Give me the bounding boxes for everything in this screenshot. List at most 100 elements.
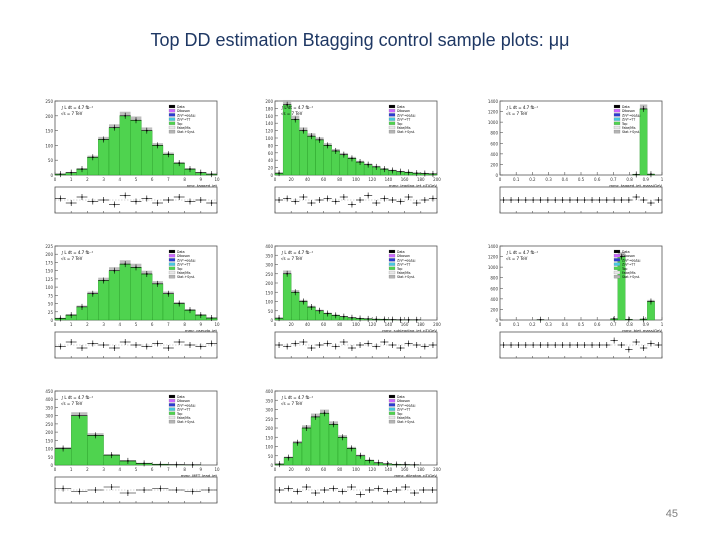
x-tick-label: 0.1 bbox=[513, 322, 520, 327]
legend-swatch bbox=[388, 415, 396, 420]
legend-swatch bbox=[388, 104, 396, 109]
data-point bbox=[627, 318, 630, 321]
legend-swatch bbox=[388, 109, 396, 113]
data-point bbox=[404, 463, 407, 466]
histogram-bar bbox=[162, 154, 174, 176]
atlas-label: ∫ L dt = 4.7 fb⁻¹ bbox=[281, 250, 314, 255]
legend-entry: Top bbox=[396, 267, 402, 271]
x-tick-label: 60 bbox=[321, 322, 327, 327]
legend-swatch bbox=[613, 254, 621, 258]
histogram-bar bbox=[130, 267, 142, 321]
ratio-point bbox=[159, 487, 162, 490]
x-tick-label: 8 bbox=[183, 322, 186, 327]
ratio-point bbox=[598, 344, 601, 346]
legend-entry: Top bbox=[176, 412, 182, 416]
x-tick-label: 6 bbox=[151, 322, 154, 327]
legend-entry: Z/γ*→ee/μμ bbox=[177, 113, 195, 117]
x-tick-label: 180 bbox=[417, 177, 425, 182]
legend-entry: Top bbox=[621, 122, 627, 126]
legend-entry: Data bbox=[622, 105, 630, 109]
data-point bbox=[539, 318, 542, 321]
legend-swatch bbox=[168, 415, 176, 420]
ratio-point bbox=[175, 489, 178, 491]
ratio-point bbox=[81, 347, 83, 349]
legend-swatch bbox=[613, 266, 621, 270]
x-tick-label: 200 bbox=[433, 322, 441, 327]
ratio-point bbox=[287, 487, 290, 490]
ratio-point bbox=[547, 199, 549, 201]
ratio-point bbox=[94, 489, 97, 491]
data-point bbox=[278, 317, 280, 320]
ratio-point bbox=[286, 197, 288, 200]
data-point bbox=[332, 423, 335, 426]
x-axis-label: mmc_bjet_mass/GeV bbox=[622, 328, 662, 333]
legend-entry: Z/γ*→ee/μμ bbox=[397, 258, 415, 262]
ratio-point bbox=[605, 199, 608, 201]
y-tick-label: 250 bbox=[265, 272, 273, 277]
x-tick-label: 0.4 bbox=[562, 177, 569, 182]
x-tick-label: 20 bbox=[289, 467, 295, 472]
x-tick-label: 0.9 bbox=[643, 177, 650, 182]
legend-swatch bbox=[388, 275, 396, 279]
y-tick-label: 50 bbox=[268, 309, 274, 314]
ratio-point bbox=[547, 344, 549, 346]
x-tick-label: 1 bbox=[70, 177, 73, 182]
y-tick-label: 150 bbox=[45, 269, 53, 274]
atlas-label: ∫ L dt = 4.7 fb⁻¹ bbox=[281, 395, 314, 400]
legend-entry: Top bbox=[176, 122, 182, 126]
histogram-bar bbox=[152, 145, 164, 176]
legend-entry: Fake/Mis bbox=[177, 271, 191, 275]
y-tick-label: 100 bbox=[265, 300, 273, 305]
legend-entry: Stat.+Syst. bbox=[622, 275, 640, 279]
ratio-point bbox=[657, 199, 660, 201]
histogram-bar bbox=[339, 154, 349, 176]
ratio-point bbox=[59, 197, 62, 200]
ratio-point bbox=[62, 487, 64, 490]
legend-entry: Data bbox=[177, 395, 185, 399]
data-point bbox=[367, 163, 370, 166]
ratio-point bbox=[124, 341, 126, 343]
ratio-point bbox=[350, 486, 353, 488]
data-point bbox=[415, 318, 418, 321]
atlas-label: √s = 7 TeV bbox=[506, 111, 528, 116]
atlas-label: √s = 7 TeV bbox=[281, 111, 303, 116]
y-tick-label: 25 bbox=[48, 310, 54, 315]
ratio-point bbox=[343, 196, 345, 198]
x-tick-label: 0.6 bbox=[594, 322, 601, 327]
data-point bbox=[159, 463, 162, 466]
data-point bbox=[351, 316, 353, 319]
x-tick-label: 100 bbox=[352, 467, 360, 472]
data-point bbox=[70, 171, 73, 174]
ratio-point bbox=[294, 200, 297, 203]
legend-entry: Diboson bbox=[177, 109, 190, 113]
legend-entry: Diboson bbox=[397, 399, 410, 403]
legend-entry: Diboson bbox=[622, 254, 635, 258]
ratio-point bbox=[404, 486, 407, 488]
legend-swatch bbox=[168, 258, 176, 262]
legend-swatch bbox=[168, 117, 176, 121]
data-point bbox=[318, 309, 321, 312]
y-tick-label: 50 bbox=[268, 454, 274, 459]
ratio-point bbox=[278, 344, 280, 346]
x-tick-label: 1 bbox=[661, 322, 664, 327]
histogram-bar bbox=[307, 136, 316, 176]
ratio-point bbox=[502, 199, 505, 201]
data-point bbox=[124, 114, 127, 117]
ratio-point bbox=[605, 344, 608, 346]
x-tick-label: 8 bbox=[183, 177, 186, 182]
y-tick-label: 400 bbox=[265, 244, 273, 249]
ratio-point bbox=[395, 489, 398, 491]
histogram-bar bbox=[98, 139, 110, 176]
data-point bbox=[413, 463, 416, 466]
ratio-point bbox=[431, 489, 434, 491]
y-tick-label: 300 bbox=[265, 408, 273, 413]
ratio-point bbox=[332, 487, 335, 490]
y-tick-label: 100 bbox=[45, 447, 53, 452]
data-point bbox=[110, 454, 113, 457]
atlas-label: √s = 7 TeV bbox=[506, 256, 528, 261]
plot-panel-2: 0 20 40 60 80 100 120 140 160 180 200 0 20 40 60 80 100 1… bbox=[265, 99, 441, 214]
x-tick-label: 0.7 bbox=[610, 177, 617, 182]
ratio-point bbox=[70, 341, 72, 343]
x-tick-label: 10 bbox=[214, 177, 220, 182]
plot-panel-3: 0 200 400 600 800 1000 1200 1400 0 0.1 0.2 0.3 0.4 0.… bbox=[488, 99, 664, 214]
